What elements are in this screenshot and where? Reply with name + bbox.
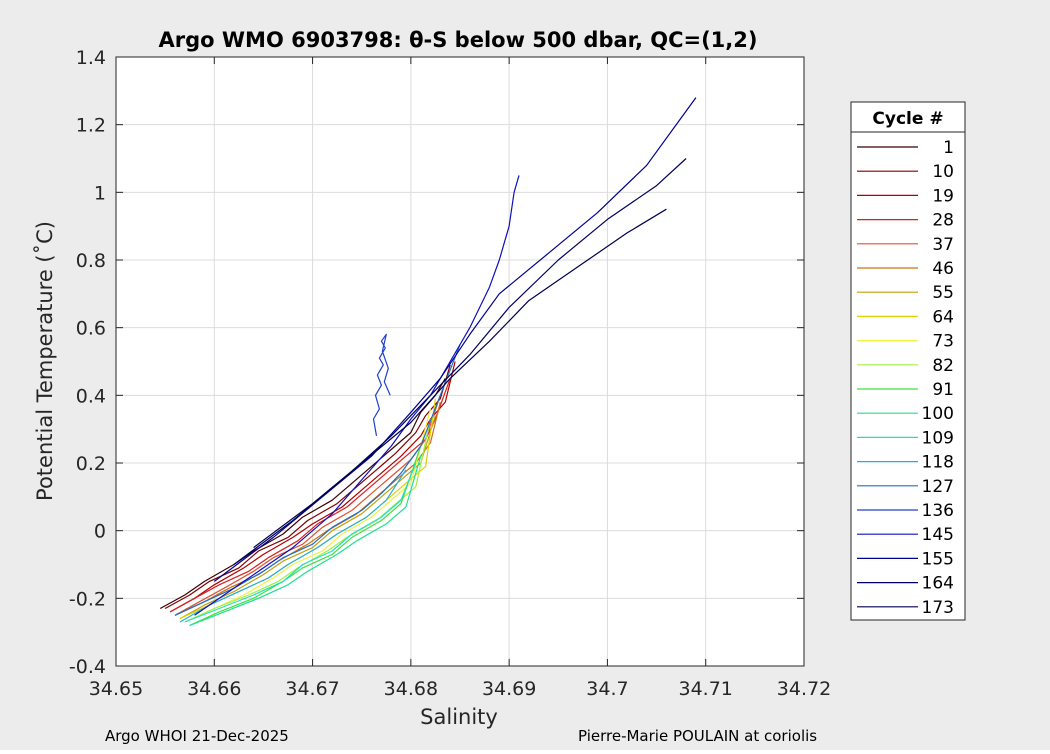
legend-entry-label: 37 bbox=[932, 235, 954, 255]
legend-entry-label: 28 bbox=[932, 211, 954, 231]
legend-entry-label: 10 bbox=[932, 162, 954, 182]
legend-entry-label: 55 bbox=[932, 283, 954, 303]
series-line bbox=[179, 415, 436, 620]
legend-entry-label: 82 bbox=[932, 356, 954, 376]
legend-entry-label: 109 bbox=[922, 428, 954, 448]
legend-entry-label: 136 bbox=[922, 501, 954, 521]
series-line bbox=[164, 364, 451, 610]
legend-entry-label: 100 bbox=[922, 404, 954, 424]
series-line bbox=[184, 462, 417, 623]
series-line bbox=[184, 408, 432, 623]
series-line bbox=[189, 445, 422, 626]
plot-area bbox=[116, 57, 804, 666]
series-line bbox=[253, 208, 667, 549]
legend-entry-label: 145 bbox=[922, 525, 954, 545]
legend-entry-label: 1 bbox=[943, 138, 954, 158]
legend-entry-label: 173 bbox=[922, 598, 954, 618]
legend: Cycle # 1 10 19 28 37 46 55 64 73 82 91 100 109 118 12… bbox=[850, 101, 966, 621]
legend-title: Cycle # bbox=[872, 109, 943, 129]
legend-entries: 1 10 19 28 37 46 55 64 73 82 91 100 109 118 127 136 145 1… bbox=[857, 138, 954, 618]
y-tick-label: 0.2 bbox=[76, 453, 106, 475]
x-tick-label: 34.72 bbox=[777, 678, 831, 700]
legend-entry-label: 46 bbox=[932, 259, 954, 279]
y-tick-label: 0.6 bbox=[76, 318, 106, 340]
chart-title: Argo WMO 6903798: θ-S below 500 dbar, QC… bbox=[159, 28, 758, 52]
legend-entry-label: 19 bbox=[932, 186, 954, 206]
y-tick-label: 1.4 bbox=[76, 47, 106, 69]
legend-entry-label: 155 bbox=[922, 549, 954, 569]
x-tick-label: 34.65 bbox=[89, 678, 143, 700]
y-tick-label: 1 bbox=[94, 182, 106, 204]
x-tick-label: 34.71 bbox=[679, 678, 733, 700]
y-tick-label: -0.4 bbox=[69, 656, 106, 678]
series-line bbox=[169, 361, 456, 613]
y-tick-label: 0 bbox=[94, 521, 106, 543]
footer-right: Pierre-Marie POULAIN at coriolis bbox=[578, 727, 817, 745]
plot-frame bbox=[115, 56, 805, 667]
x-tick-label: 34.68 bbox=[384, 678, 438, 700]
legend-entry-label: 118 bbox=[922, 453, 954, 473]
axis-ticks: 34.65 34.66 34.67 34.68 34.69 34.7 34.71 34.72 -… bbox=[69, 47, 831, 700]
series-line bbox=[179, 469, 407, 623]
series-layer bbox=[159, 97, 697, 626]
y-tick-label: 0.4 bbox=[76, 385, 106, 407]
legend-entry-label: 73 bbox=[932, 332, 954, 352]
x-tick-label: 34.66 bbox=[187, 678, 241, 700]
footer-left: Argo WHOI 21-Dec-2025 bbox=[105, 727, 289, 745]
x-tick-label: 34.67 bbox=[285, 678, 339, 700]
legend-entry-label: 127 bbox=[922, 477, 954, 497]
x-axis-label: Salinity bbox=[420, 705, 498, 729]
legend-entry-label: 64 bbox=[932, 307, 954, 327]
x-tick-label: 34.7 bbox=[586, 678, 628, 700]
y-axis-label: Potential Temperature (˚C) bbox=[33, 221, 57, 501]
y-tick-label: 1.2 bbox=[76, 115, 106, 137]
x-tick-label: 34.69 bbox=[482, 678, 536, 700]
legend-entry-label: 164 bbox=[922, 574, 954, 594]
series-line bbox=[372, 333, 391, 437]
series-line bbox=[189, 456, 422, 626]
grid-lines bbox=[116, 57, 804, 666]
y-tick-label: 0.8 bbox=[76, 250, 106, 272]
legend-entry-label: 91 bbox=[932, 380, 954, 400]
series-line bbox=[159, 378, 446, 610]
y-tick-label: -0.2 bbox=[69, 588, 106, 610]
